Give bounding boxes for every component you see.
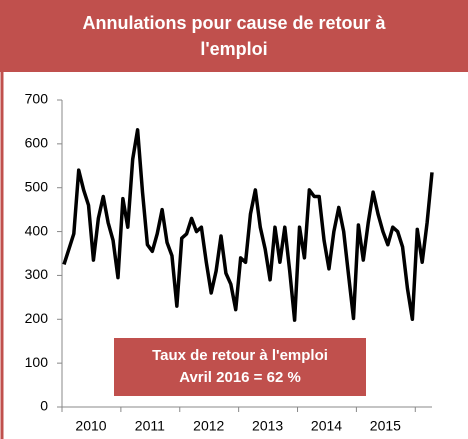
title-box: Annulations pour cause de retour à l'emp… xyxy=(0,0,468,72)
y-tick-label: 0 xyxy=(40,398,48,414)
x-tick-label: 2013 xyxy=(252,418,283,434)
annotation-box: Taux de retour à l'emploi Avril 2016 = 6… xyxy=(114,338,366,396)
y-tick-label: 100 xyxy=(25,354,49,370)
y-tick-label: 200 xyxy=(25,310,49,326)
y-tick-label: 500 xyxy=(25,178,49,194)
y-tick-label: 400 xyxy=(25,222,49,238)
x-tick-label: 2011 xyxy=(135,418,165,434)
x-tick-label: 2015 xyxy=(370,418,401,434)
annotation: Avril 2016 = 62 % xyxy=(179,369,301,386)
y-tick-label: 300 xyxy=(25,266,49,282)
x-tick-label: 2010 xyxy=(75,418,106,434)
data-line xyxy=(62,128,434,322)
y-tick-label: 600 xyxy=(25,135,49,151)
x-tick-label: 2014 xyxy=(311,418,342,434)
chart-title: Annulations pour cause de retour à l'emp… xyxy=(82,13,386,59)
x-tick-label: 2012 xyxy=(193,418,224,434)
annotation: Taux de retour à l'emploi xyxy=(152,347,328,364)
y-tick-label: 700 xyxy=(25,91,49,107)
